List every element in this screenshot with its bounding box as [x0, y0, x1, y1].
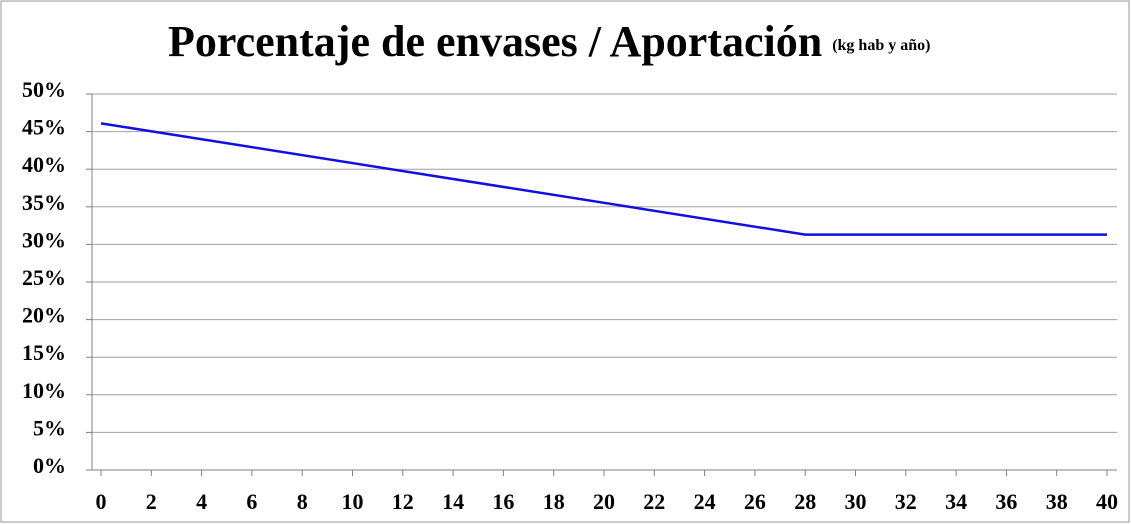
x-tick-label: 10 — [342, 489, 364, 514]
x-tick-label: 40 — [1096, 489, 1118, 514]
y-tick-label: 45% — [22, 115, 66, 140]
x-tick-label: 12 — [392, 489, 414, 514]
y-tick-label: 10% — [22, 378, 66, 403]
title-note: (kg hab y año) — [832, 37, 930, 54]
x-tick-label: 16 — [492, 489, 514, 514]
x-tick-label: 14 — [442, 489, 464, 514]
data-line — [100, 122, 1107, 236]
y-tick-label: 5% — [33, 415, 66, 440]
x-tick-label: 38 — [1046, 489, 1068, 514]
x-tick-label: 18 — [543, 489, 565, 514]
chart-title: Porcentaje de envases / Aportación (kg ha… — [168, 17, 930, 66]
x-tick-label: 32 — [895, 489, 917, 514]
x-tick-label: 30 — [845, 489, 867, 514]
y-tick-label: 15% — [22, 340, 66, 365]
x-tick-label: 8 — [297, 489, 308, 514]
x-tick-label: 20 — [593, 489, 615, 514]
x-tick-label: 26 — [744, 489, 766, 514]
x-tick-label: 4 — [196, 489, 207, 514]
x-tick-label: 36 — [995, 489, 1017, 514]
y-tick-label: 35% — [22, 190, 66, 215]
y-tick-label: 20% — [22, 303, 66, 328]
x-tick-label: 0 — [96, 489, 107, 514]
y-tick-label: 25% — [22, 265, 66, 290]
x-tick-label: 28 — [794, 489, 816, 514]
y-tick-label: 30% — [22, 227, 66, 252]
y-tick-label: 0% — [33, 453, 66, 478]
y-tick-label: 40% — [22, 152, 66, 177]
x-tick-label: 22 — [643, 489, 665, 514]
x-tick-label: 6 — [246, 489, 257, 514]
title-main: Porcentaje de envases / Aportación — [168, 17, 822, 66]
y-tick-label: 50% — [22, 77, 66, 102]
x-tick-label: 24 — [694, 489, 716, 514]
x-tick-label: 34 — [945, 489, 967, 514]
x-tick-label: 2 — [146, 489, 157, 514]
